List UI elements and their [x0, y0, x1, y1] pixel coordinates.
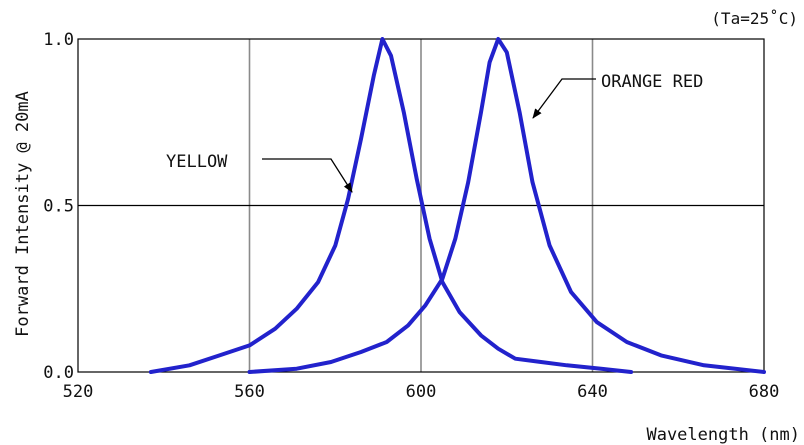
x-axis-title: Wavelength (nm) [646, 425, 800, 445]
annotation-orange-red-label: ORANGE RED [601, 72, 703, 92]
annotations: YELLOW ORANGE RED [166, 72, 703, 193]
series-line-yellow [148, 37, 634, 374]
x-tick-label-640: 640 [577, 382, 608, 402]
plot-frame [77, 38, 765, 373]
y-tick-label-1: 1.0 [43, 30, 74, 50]
y-axis-title: Forward Intensity @ 20mA [13, 91, 33, 337]
condition-label: (Ta=25˚C) [711, 9, 798, 28]
y-tick-label-0: 0.0 [43, 363, 74, 383]
tick-labels: 520 560 600 640 680 0.0 0.5 1.0 [43, 30, 779, 402]
annotation-yellow-leader [262, 158, 353, 193]
series-lines [148, 37, 766, 374]
annotation-orange-red-leader [532, 78, 596, 119]
x-tick-label-560: 560 [234, 382, 265, 402]
x-tick-label-520: 520 [63, 382, 94, 402]
x-tick-label-680: 680 [749, 382, 780, 402]
y-tick-label-0-5: 0.5 [43, 197, 74, 217]
annotation-yellow-label: YELLOW [166, 152, 228, 172]
x-tick-label-600: 600 [406, 382, 437, 402]
series-line-orange-red [247, 37, 766, 374]
